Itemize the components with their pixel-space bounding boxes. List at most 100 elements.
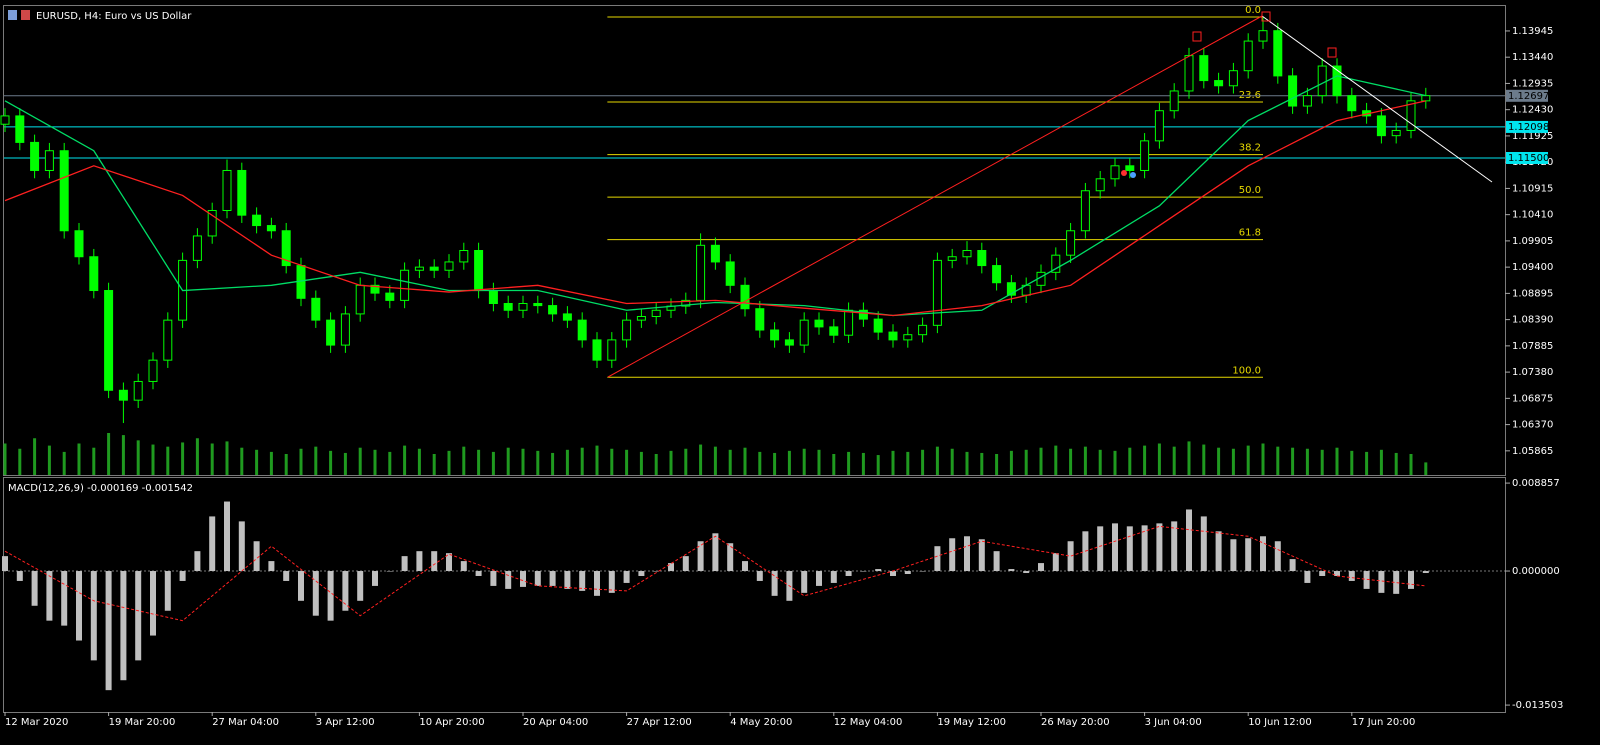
y-tick-label: 0.008857 [1512, 478, 1560, 489]
macd-bar [875, 569, 882, 572]
macd-bar [16, 571, 23, 581]
trade-marker [1121, 170, 1127, 176]
signal-line [4, 525, 1426, 622]
candle-body [89, 256, 99, 292]
candle-body [222, 169, 232, 211]
x-tick-label: 3 Jun 04:00 [1145, 717, 1202, 728]
candle-body [696, 244, 706, 301]
y-tick-label: 1.07380 [1512, 367, 1553, 378]
macd-bar [224, 501, 230, 572]
macd-bar [1260, 536, 1266, 572]
candle-body [918, 324, 928, 336]
candle-body [1125, 165, 1135, 171]
candle-body [459, 250, 469, 263]
candle-body [266, 225, 276, 232]
macd-bar [771, 571, 778, 596]
macd-bar [1274, 541, 1281, 572]
macd-bar [1230, 539, 1237, 572]
macd-bar [61, 571, 68, 626]
candle-body [977, 250, 987, 267]
candle-body [784, 339, 794, 346]
price-tag-label: 1.12098 [1508, 122, 1549, 133]
macd-bar [46, 571, 53, 621]
candle-body [1154, 110, 1164, 142]
candle-body [1006, 282, 1016, 296]
candle-body [118, 389, 128, 401]
price-tag-label: 1.11500 [1508, 153, 1549, 164]
candle-body [1184, 55, 1194, 92]
plot-layer: 1.139451.134401.129351.124301.119251.114… [0, 5, 1563, 728]
macd-bar [475, 571, 482, 576]
x-tick-label: 20 Apr 04:00 [523, 717, 588, 728]
y-tick-label: 1.10915 [1512, 183, 1553, 194]
macd-bar [283, 571, 290, 581]
peak-marker [1327, 47, 1337, 58]
y-tick-label: 1.12935 [1512, 78, 1553, 89]
macd-bar [608, 571, 615, 593]
candle-body [1288, 75, 1298, 107]
macd-bar [460, 561, 467, 572]
trend-line [1261, 15, 1493, 183]
price-tag [1506, 120, 1548, 133]
symbol-icon [21, 10, 30, 20]
x-tick-label: 12 Mar 2020 [5, 717, 68, 728]
y-tick-label: -0.013503 [1512, 700, 1563, 711]
macd-bar [31, 571, 38, 606]
macd-bar [1097, 526, 1104, 572]
candle-body [814, 319, 824, 328]
candle-body [1080, 190, 1090, 232]
macd-bar [756, 571, 763, 581]
candle-body [873, 318, 883, 333]
candle-body [1051, 254, 1061, 273]
candle-body [636, 316, 646, 321]
price-tag [1506, 152, 1548, 165]
macd-bar [298, 571, 304, 601]
macd-bar [105, 571, 112, 691]
x-tick-label: 10 Jun 12:00 [1248, 717, 1312, 728]
candle-body [592, 339, 602, 361]
macd-bar [1393, 571, 1400, 594]
macd-bar [135, 571, 142, 661]
macd-bar [1378, 571, 1385, 593]
candle-body [1214, 80, 1224, 87]
candle-body [1095, 178, 1105, 192]
macd-bar [904, 571, 911, 575]
candle-body [932, 259, 942, 326]
x-tick-label: 4 May 20:00 [730, 717, 792, 728]
macd-bar [1348, 571, 1355, 581]
candle-body [148, 359, 158, 382]
y-tick-label: 1.06875 [1512, 393, 1553, 404]
candle-body [30, 141, 40, 171]
x-tick-label: 3 Apr 12:00 [316, 717, 375, 728]
fib-label: 50.0 [1239, 185, 1261, 196]
candle-body [370, 284, 380, 294]
macd-bar [1126, 526, 1133, 572]
macd-bar [845, 571, 852, 576]
candle-body [1302, 95, 1312, 107]
x-tick-label: 19 Mar 20:00 [109, 717, 176, 728]
y-tick-label: 1.08895 [1512, 288, 1553, 299]
candle-body [1228, 70, 1238, 87]
macd-bar [1245, 538, 1252, 572]
y-tick-label: 1.07885 [1512, 341, 1553, 352]
macd-bar [1156, 523, 1163, 572]
y-tick-label: 1.06370 [1512, 420, 1553, 431]
macd-bar [978, 539, 985, 572]
fib-label: 38.2 [1239, 143, 1261, 154]
macd-bar [342, 571, 349, 611]
macd-bar [209, 516, 216, 572]
candle-body [355, 284, 365, 315]
candle-body [992, 265, 1002, 284]
fib-label: 61.8 [1239, 228, 1261, 239]
y-tick-label: 0.000000 [1512, 566, 1560, 577]
fib-label: 0.0 [1245, 5, 1261, 16]
candle-body [844, 309, 854, 336]
y-tick-label: 1.12430 [1512, 105, 1553, 116]
candle-body [533, 303, 543, 307]
candle-body [1332, 65, 1342, 97]
candle-body [444, 261, 454, 271]
candle-body [207, 209, 217, 237]
candle-body [252, 214, 262, 227]
